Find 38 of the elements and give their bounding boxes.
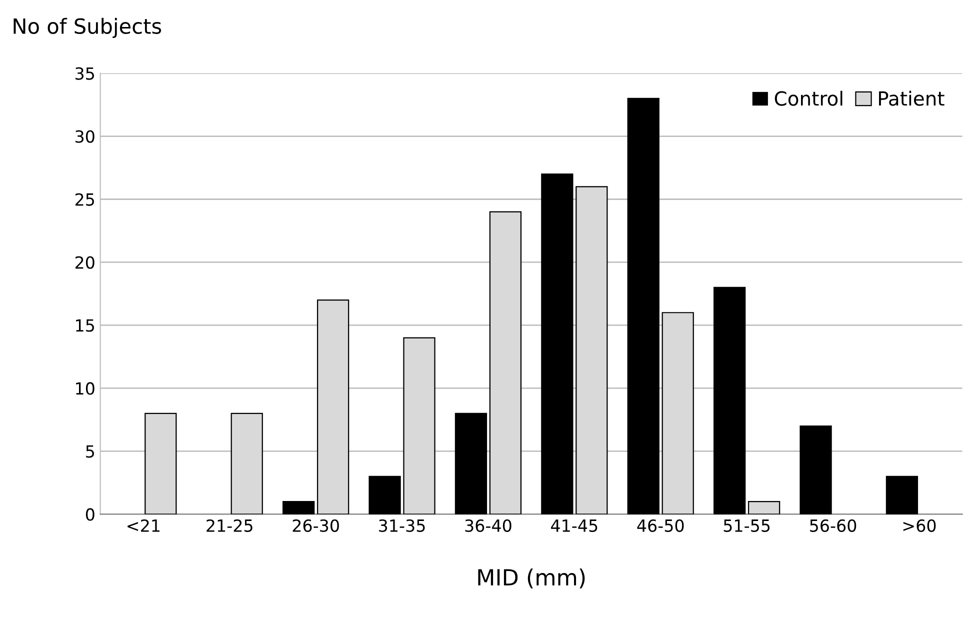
y-tick-label: 15 (76, 319, 94, 332)
x-tick-label: 46-50 (637, 519, 684, 532)
x-axis-title: MID (mm) (478, 568, 585, 588)
bar (316, 299, 350, 514)
bar (541, 174, 574, 514)
bar (800, 425, 832, 514)
bar (748, 501, 780, 514)
bar (368, 476, 401, 514)
bar (662, 312, 694, 514)
y-tick-label: 35 (76, 67, 94, 80)
legend-label: Patient (879, 90, 944, 106)
bar (454, 412, 488, 514)
x-tick-label: 36-40 (465, 519, 512, 532)
bar (627, 98, 660, 514)
bar (230, 412, 263, 514)
bar (714, 286, 746, 514)
x-tick-label: 51-55 (724, 520, 770, 532)
y-tick-label: 25 (75, 193, 94, 206)
legend-label: Control (774, 90, 842, 106)
y-tick-label: 20 (75, 256, 94, 269)
x-tick-label: 41-45 (551, 520, 598, 532)
bar (282, 501, 315, 514)
bar (403, 337, 436, 514)
x-tick-label: 31-35 (379, 519, 425, 532)
y-tick-label: 0 (86, 508, 94, 521)
x-tick-label: 21-25 (206, 519, 252, 532)
y-tick-label: 30 (76, 130, 94, 143)
x-tick-label: >60 (903, 519, 936, 532)
x-tick-label: <21 (128, 519, 160, 532)
y-tick-label: 5 (86, 445, 94, 458)
y-tick-label: 10 (76, 382, 94, 395)
bar (886, 476, 918, 514)
x-tick-label: 26-30 (292, 519, 339, 532)
bar (489, 211, 522, 514)
bar (144, 412, 177, 514)
y-axis-title: No of Subjects (14, 18, 162, 38)
bar (576, 186, 608, 514)
x-tick-label: 56-60 (810, 519, 856, 532)
